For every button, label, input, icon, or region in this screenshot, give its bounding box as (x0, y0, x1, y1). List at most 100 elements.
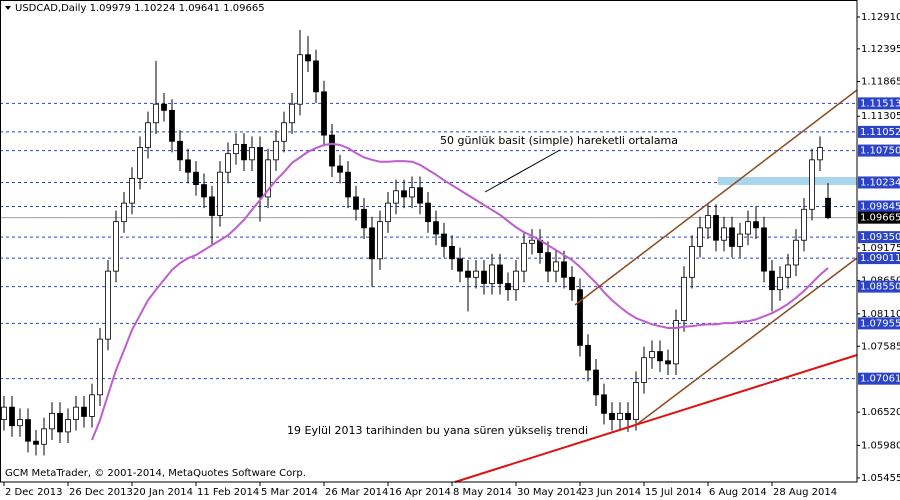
candle-body (641, 357, 647, 383)
level-label-box (858, 231, 900, 244)
candle-body (385, 202, 391, 223)
current-price-label: 1.09665 (860, 213, 900, 224)
candle-body (145, 122, 151, 148)
candle-body (529, 239, 535, 244)
candle-body (1, 406, 7, 420)
candle-body (337, 165, 343, 173)
level-label: 1.11052 (860, 127, 900, 138)
candle-body (329, 134, 335, 167)
candle-body (17, 419, 23, 427)
candle-body (193, 171, 199, 185)
candle-body (265, 159, 271, 198)
x-tick-label: 26 Mar 2014 (325, 487, 388, 498)
candle-body (657, 351, 663, 362)
symbol: USDCAD,Daily (15, 3, 86, 14)
candle-body (41, 428, 47, 445)
x-tick-label: 8 May 2014 (453, 487, 512, 498)
candle-body (705, 215, 711, 229)
candle-body (321, 91, 327, 136)
candle-body (721, 227, 727, 241)
x-tick-label: 30 May 2014 (517, 487, 582, 498)
candle-body (745, 221, 751, 235)
candle-body (105, 270, 111, 340)
level-label: 1.09011 (860, 253, 900, 264)
trend-line (454, 354, 858, 483)
y-tick-label: 1.09175 (861, 243, 900, 254)
candle-body (769, 270, 775, 291)
candle-body (209, 196, 215, 216)
candle-body (609, 412, 615, 420)
plot-border (0, 0, 858, 483)
channel-lower (635, 257, 858, 426)
y-tick-label: 1.07585 (861, 341, 900, 352)
candle-body (65, 419, 71, 433)
candle-body (465, 270, 471, 278)
candle-body (785, 264, 791, 278)
candle-body (241, 143, 247, 161)
level-label-box (858, 200, 900, 213)
candle-body (489, 264, 495, 284)
y-tick-label: 1.12910 (861, 12, 900, 23)
candle-body (297, 54, 303, 105)
x-tick-label: 26 Dec 2013 (69, 487, 133, 498)
candle-body (49, 412, 55, 430)
candle-body (97, 338, 103, 396)
candle-body (345, 171, 351, 198)
annotation: 50 günlük basit (simple) hareketli ortal… (440, 134, 678, 147)
y-tick-label: 1.11305 (861, 111, 900, 122)
candle-body (601, 394, 607, 414)
candle-body (737, 233, 743, 247)
candle-body (369, 227, 375, 260)
candle-body (25, 419, 31, 442)
candle-body (225, 153, 231, 173)
candle-body (161, 103, 167, 111)
header-close: 1.09665 (223, 3, 264, 14)
candle-body (777, 276, 783, 291)
candle-body (281, 122, 287, 142)
x-tick-label: 20 Jan 2014 (133, 487, 193, 498)
y-tick-label: 1.05980 (861, 441, 900, 452)
candle-body (89, 394, 95, 417)
current-price-box (858, 211, 900, 224)
candle-body (137, 147, 143, 179)
candle-body (521, 242, 527, 272)
candle-body (153, 103, 159, 124)
x-tick-label: 28 Aug 2014 (773, 487, 837, 498)
candle-body (73, 406, 79, 420)
level-label-box (858, 125, 900, 138)
candle-body (289, 103, 295, 124)
level-label-box (858, 176, 900, 189)
x-tick-label: 16 Apr 2014 (389, 487, 451, 498)
candle-body (121, 202, 127, 223)
x-tick-label: 11 Feb 2014 (197, 487, 259, 498)
header-open: 1.09979 (90, 3, 131, 14)
annotation-pointer (484, 149, 561, 193)
candle-body (665, 360, 671, 365)
candle-body (481, 270, 487, 284)
candle-body (305, 54, 311, 62)
candle-body (449, 246, 455, 260)
candle-body (425, 202, 431, 223)
candle-body (497, 264, 503, 284)
axes: 1.129101.123951.118651.113051.091751.086… (3, 12, 900, 498)
candle-body (401, 190, 407, 198)
candle-body (625, 412, 631, 420)
candle-body (81, 406, 87, 417)
candle-body (217, 171, 223, 216)
candle-body (817, 147, 823, 161)
copyright: GCM MetaTrader, © 2001-2014, MetaQuotes … (5, 468, 306, 479)
candle-body (33, 440, 39, 445)
level-label: 1.10234 (860, 177, 900, 188)
candle-body (761, 227, 767, 272)
candle-body (561, 261, 567, 278)
y-tick-label: 1.11865 (861, 77, 900, 88)
y-tick-label: 1.12395 (861, 44, 900, 55)
y-tick-label: 1.08110 (861, 309, 900, 320)
level-label-box (858, 372, 900, 385)
candle-body (409, 187, 415, 198)
level-label-box (858, 252, 900, 265)
level-label: 1.11513 (860, 98, 900, 109)
candle-body (201, 184, 207, 198)
candle-body (697, 227, 703, 247)
